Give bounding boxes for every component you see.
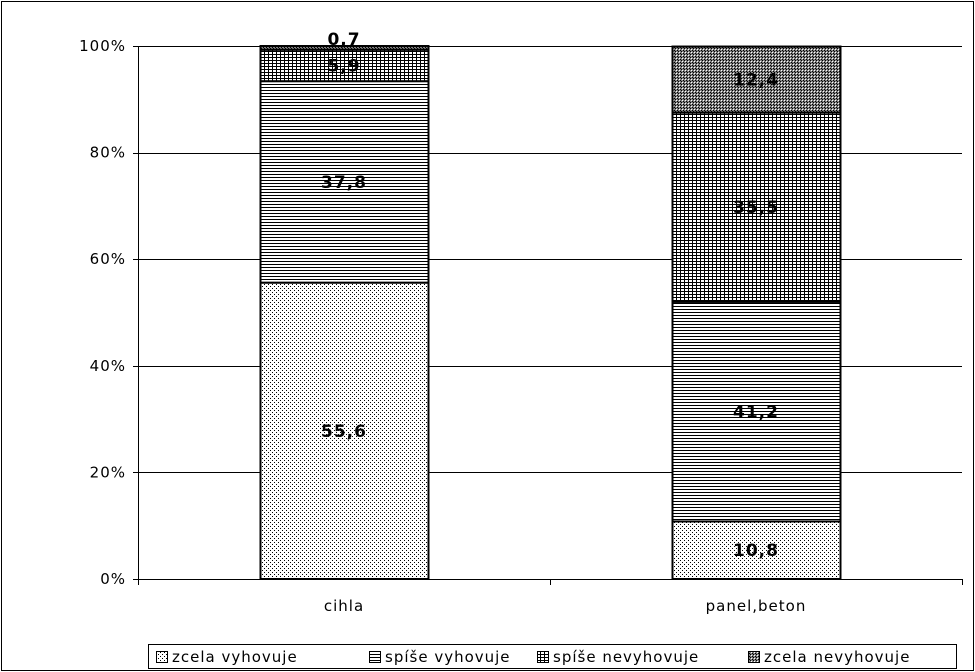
legend-swatch bbox=[156, 651, 168, 663]
y-tick-label: 20% bbox=[90, 463, 126, 481]
legend-label: spíše nevyhovuje bbox=[553, 648, 699, 666]
legend-label: zcela vyhovuje bbox=[172, 648, 298, 666]
y-tick-label: 60% bbox=[90, 250, 126, 268]
legend-item: spíše nevyhovuje bbox=[537, 648, 699, 666]
legend-swatch bbox=[537, 651, 549, 663]
legend-item: zcela nevyhovuje bbox=[748, 648, 910, 666]
bar-segment bbox=[259, 45, 430, 51]
legend-swatch bbox=[748, 651, 760, 663]
data-label: 0,7 bbox=[327, 30, 360, 50]
y-tick-label: 80% bbox=[90, 144, 126, 162]
bars bbox=[259, 45, 842, 580]
data-label: 35,5 bbox=[733, 198, 779, 218]
x-category-label: panel,beton bbox=[706, 597, 807, 615]
data-label: 10,8 bbox=[733, 541, 779, 561]
legend-label: zcela nevyhovuje bbox=[764, 648, 910, 666]
legend-swatch bbox=[369, 651, 381, 663]
data-label: 55,6 bbox=[321, 422, 367, 442]
y-tick-label: 40% bbox=[90, 357, 126, 375]
y-tick-label: 0% bbox=[100, 570, 126, 588]
data-label: 12,4 bbox=[733, 71, 779, 91]
legend-item: spíše vyhovuje bbox=[369, 648, 511, 666]
y-tick-label: 100% bbox=[79, 37, 126, 55]
axes bbox=[133, 46, 963, 585]
legend: zcela vyhovuje spíše vyhovuje spíše nevy… bbox=[148, 644, 957, 669]
x-axis-categories: cihla panel,beton bbox=[324, 597, 807, 615]
data-label: 37,8 bbox=[321, 173, 367, 193]
data-label: 41,2 bbox=[733, 403, 779, 423]
y-axis-ticks: 0% 20% 40% 60% 80% 100% bbox=[79, 37, 126, 588]
x-category-label: cihla bbox=[324, 597, 364, 615]
legend-label: spíše vyhovuje bbox=[385, 648, 511, 666]
bar-segment bbox=[671, 520, 842, 580]
data-labels: 55,6 37,8 5,9 0,7 10,8 41,2 35,5 12,4 bbox=[321, 30, 779, 561]
bar-segment bbox=[671, 300, 842, 523]
legend-frame bbox=[148, 644, 957, 669]
data-label: 5,9 bbox=[327, 56, 360, 76]
legend-item: zcela vyhovuje bbox=[156, 648, 298, 666]
bar-segment bbox=[671, 45, 842, 114]
